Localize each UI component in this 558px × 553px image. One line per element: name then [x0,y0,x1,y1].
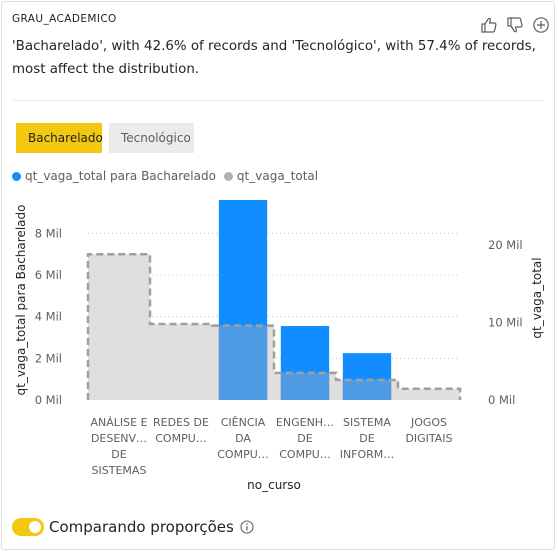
chart-legend: qt_vaga_total para Bacharelado qt_vaga_t… [12,169,326,183]
total-bar [398,388,460,400]
overlap-bar [280,372,330,400]
category-label: ANÁLISE E DESENV… DE SISTEMAS [90,416,147,477]
category-label-line: COMPU… [279,448,331,461]
category-label-line: DE [297,432,312,445]
category-label-line: COMPU… [155,432,207,445]
info-icon[interactable] [240,520,254,534]
add-circle-icon[interactable] [532,16,550,34]
filter-bacharelado-button[interactable]: Bacharelado [16,123,103,153]
proportion-toggle-row: Comparando proporções [12,518,254,536]
category-label-line: DE [111,448,126,461]
total-outline [86,253,462,400]
thumbs-up-icon[interactable] [480,16,498,34]
insight-summary: 'Bacharelado', with 42.6% of records and… [12,39,536,77]
legend-dot-icon [223,171,233,181]
category-label: ENGENH… DE COMPU… [276,416,334,461]
overlap-bar [342,379,392,400]
category-label-line: DA [235,432,251,445]
category-label-line: ENGENH… [276,416,334,429]
y-axis-right-title: qt_vaga_total [530,257,544,338]
category-label-line: REDES DE [153,416,209,429]
divider [12,100,544,101]
x-axis-title: no_curso [247,478,301,492]
category-label-line: SISTEMAS [92,464,147,477]
right-tick-label: 0 Mil [488,393,515,407]
total-bar [88,254,150,400]
filter-tecnologico-button[interactable]: Tecnológico [109,123,194,153]
category-label: REDES DE COMPU… [153,416,209,445]
category-label: JOGOS DIGITAIS [405,416,452,445]
left-tick-label: 4 Mil [35,310,62,324]
category-label-line: CIÊNCIA [221,416,266,429]
category-label-line: DE [359,432,374,445]
category-label: SISTEMA DE INFORM… [340,416,395,461]
left-tick-label: 0 Mil [35,393,62,407]
right-tick-label: 10 Mil [488,315,523,329]
legend-label: qt_vaga_total [236,169,319,183]
field-title: GRAU_ACADEMICO [12,13,117,25]
right-tick-label: 20 Mil [488,238,523,252]
legend-label: qt_vaga_total para Bacharelado [25,169,216,183]
category-label-line: SISTEMA [343,416,391,429]
category-label-line: INFORM… [340,448,395,461]
total-bar [150,324,212,400]
category-label-line: ANÁLISE E [90,416,147,429]
legend-item-total[interactable]: qt_vaga_total [223,169,319,183]
thumbs-down-icon[interactable] [506,16,524,34]
left-tick-label: 6 Mil [35,268,62,282]
legend-dot-icon [12,171,21,181]
category-label-line: COMPU… [217,448,269,461]
overlap-bar [218,325,268,400]
toggle-label: Comparando proporções [49,518,234,536]
category-label-line: DIGITAIS [405,432,452,445]
left-tick-label: 8 Mil [35,226,62,240]
y-axis-left-title: qt_vaga_total para Bacharelado [14,205,28,396]
proportion-toggle[interactable] [12,518,44,536]
category-label-line: DESENV… [91,432,147,445]
category-label: CIÊNCIA DA COMPU… [217,416,269,461]
header-icons [480,16,550,34]
legend-item-bacharelado[interactable]: qt_vaga_total para Bacharelado [12,169,216,183]
toggle-knob [29,521,41,533]
category-label-line: JOGOS [410,416,447,429]
left-tick-label: 2 Mil [35,351,62,365]
